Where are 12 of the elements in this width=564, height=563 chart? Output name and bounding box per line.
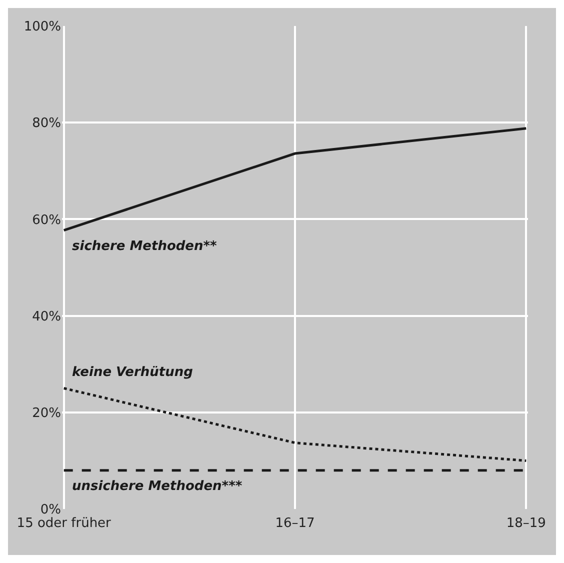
y-tick-label: 100% — [24, 20, 61, 35]
x-tick-label: 18–19 — [506, 516, 546, 531]
y-tick-label: 80% — [32, 116, 61, 132]
x-tick-label: 16–17 — [275, 516, 315, 531]
series-label: sichere Methoden** — [72, 239, 218, 254]
y-tick-label: 60% — [32, 212, 61, 228]
y-tick-label: 0% — [40, 502, 61, 518]
series-label: unsichere Methoden*** — [72, 479, 242, 494]
y-tick-label: 40% — [32, 309, 61, 324]
y-tick-label: 20% — [32, 406, 61, 421]
x-tick-label: 15 oder früher — [16, 516, 112, 531]
series-label: keine Verhütung — [72, 365, 193, 380]
